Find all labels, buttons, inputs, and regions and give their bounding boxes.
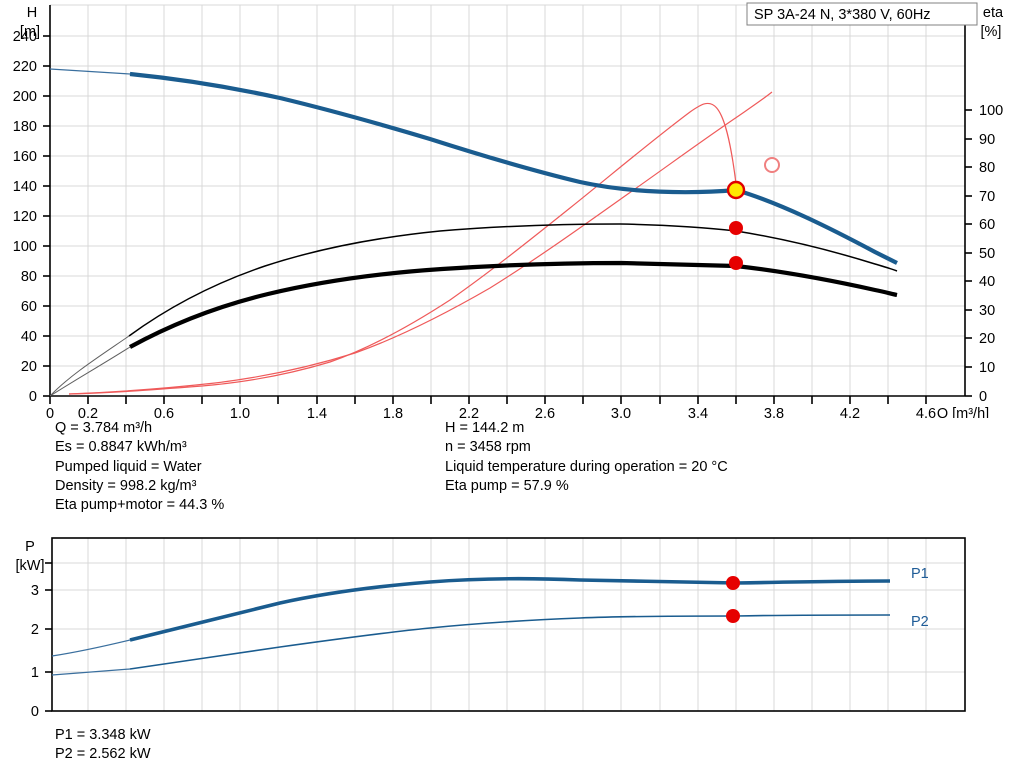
x-ticks [49,396,927,404]
y-left-tick-labels: 0 20 40 60 80 100 120 140 160 180 200 22… [13,29,37,405]
x-tick: 4.6 [916,406,936,418]
x-tick: 3.0 [611,406,631,418]
grid-vertical [87,5,927,396]
x-tick: 0.2 [78,406,98,418]
eta-pump-motor-curve [128,260,898,349]
duty-info-n: n = 3458 rpm [445,439,531,456]
x-tick: 0 [46,406,54,418]
head-curve-extrapolation [49,68,131,75]
y-left-tick: 140 [13,179,37,195]
eta-pump-extrapolation [49,335,130,397]
power-grid-vertical [87,538,927,711]
y-right-tick: 10 [979,360,995,376]
power-y-axis-title-symbol: P [25,539,35,555]
p1-series-label: P1 [911,566,929,582]
y-right-axis-title-symbol: eta [983,5,1004,21]
head-curve [129,71,898,265]
y-right-tick: 90 [979,132,995,148]
y-right-tick: 30 [979,303,995,319]
x-tick: 3.8 [764,406,784,418]
x-tick: 4.2 [840,406,860,418]
y-left-tick: 220 [13,59,37,75]
p1-extrapolation [51,639,131,657]
model-title-box: SP 3A-24 N, 3*380 V, 60Hz [746,2,978,26]
y-right-tick: 20 [979,331,995,347]
duty-point-p2-marker [726,609,740,623]
duty-point-p1-marker [726,576,740,590]
y-left-tick: 100 [13,239,37,255]
y-left-axis-title-symbol: H [27,5,37,21]
y-right-tick: 100 [979,103,1003,119]
power-axis-lines [51,537,966,712]
y-right-ticks [965,109,972,397]
y-left-tick: 240 [13,29,37,45]
power-y-tick-labels: 0 1 2 3 [31,583,39,720]
duty-point-eta-pump-motor-marker [729,256,743,270]
es-curve-upper-segment [68,91,773,395]
power-y-tick: 2 [31,622,39,638]
y-right-tick-labels: 0 10 20 30 40 50 60 70 80 90 100 [979,103,1003,405]
p2-curve [129,614,891,670]
duty-info-q: Q = 3.784 m³/h [55,420,153,436]
duty-info-density: Density = 998.2 kg/m³ [55,477,197,494]
eta-pump-motor-extrapolation [49,346,131,397]
y-left-ticks [43,35,50,397]
y-left-tick: 0 [29,389,37,405]
y-left-tick: 120 [13,209,37,225]
y-left-tick: 180 [13,119,37,135]
power-info-block: P1 = 3.348 kW P2 = 2.562 kW [55,726,151,765]
duty-info-eta-pump-motor: Eta pump+motor = 44.3 % [55,497,225,514]
y-left-tick: 60 [21,299,37,315]
p2-series-label: P2 [911,614,929,630]
y-right-tick: 50 [979,246,995,262]
duty-info-pumped-liquid: Pumped liquid = Water [55,458,202,475]
x-tick-labels: 0 0.2 0.6 1.0 1.4 1.8 2.2 2.6 3.0 3.4 3.… [46,406,936,418]
duty-info-es: Es = 0.8847 kWh/m³ [55,439,187,456]
duty-info-h: H = 144.2 m [445,420,525,436]
power-y-axis-title-unit: [kW] [16,558,45,574]
power-y-ticks [45,562,52,712]
head-efficiency-chart: 0 20 40 60 80 100 120 140 160 180 200 22… [13,2,1004,418]
x-tick: 1.0 [230,406,250,418]
power-grid-horizontal [52,562,965,673]
x-tick: 2.2 [459,406,479,418]
y-right-tick: 70 [979,189,995,205]
duty-point-head-marker [726,180,746,200]
x-tick: 1.4 [307,406,327,418]
y-right-tick: 60 [979,217,995,233]
y-left-axis-title-unit: [m] [20,24,40,40]
p2-extrapolation [51,668,131,676]
x-tick: 1.8 [383,406,403,418]
y-left-tick: 40 [21,329,37,345]
p1-curve [129,576,891,642]
power-info-p2: P2 = 2.562 kW [55,746,151,763]
y-right-axis-title-unit: [%] [981,24,1002,40]
es-curve [68,102,738,395]
duty-point-eta-pump-marker [729,221,743,235]
y-right-tick: 80 [979,160,995,176]
power-info-p1: P1 = 3.348 kW [55,727,151,743]
x-tick: 3.4 [688,406,708,418]
y-right-tick: 0 [979,389,987,405]
y-left-tick: 200 [13,89,37,105]
power-y-tick: 0 [31,704,39,720]
y-right-tick: 40 [979,274,995,290]
power-y-tick: 1 [31,665,39,681]
duty-info-left: Q = 3.784 m³/h Es = 0.8847 kWh/m³ Pumped… [55,419,224,515]
duty-info-right: H = 144.2 m n = 3458 rpm Liquid temperat… [445,419,728,496]
y-left-tick: 80 [21,269,37,285]
y-left-tick: 160 [13,149,37,165]
duty-info-liquid-temperature: Liquid temperature during operation = 20… [445,458,728,475]
model-title-label: SP 3A-24 N, 3*380 V, 60Hz [754,7,931,23]
x-axis-title: Q [m³/h] [937,406,989,418]
eta-pump-curve [128,223,898,337]
y-left-tick: 20 [21,359,37,375]
x-tick: 2.6 [535,406,555,418]
es-endpoint-open-circle-marker [764,157,780,173]
x-tick: 0.6 [154,406,174,418]
duty-info-eta-pump: Eta pump = 57.9 % [445,477,569,494]
power-y-tick: 3 [31,583,39,599]
